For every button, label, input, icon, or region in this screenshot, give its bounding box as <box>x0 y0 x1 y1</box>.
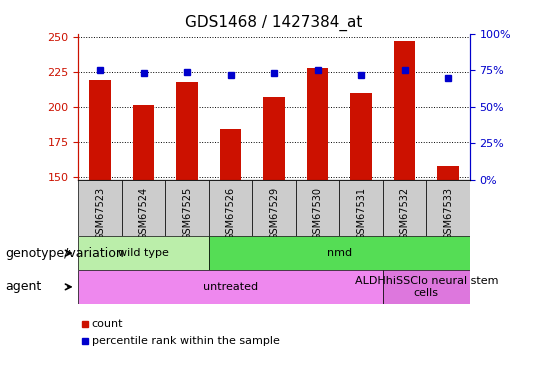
Bar <box>176 82 198 180</box>
Text: GSM67526: GSM67526 <box>226 187 235 240</box>
Bar <box>307 68 328 180</box>
Text: nmd: nmd <box>327 248 352 258</box>
Text: GSM67533: GSM67533 <box>443 187 453 240</box>
Text: GSM67532: GSM67532 <box>400 187 409 240</box>
Text: GSM67529: GSM67529 <box>269 187 279 240</box>
Bar <box>133 105 154 180</box>
Bar <box>426 180 470 236</box>
Text: count: count <box>92 320 123 329</box>
Bar <box>350 93 372 180</box>
Bar <box>263 97 285 180</box>
Bar <box>394 41 415 180</box>
Bar <box>78 270 383 304</box>
Text: GSM67523: GSM67523 <box>95 187 105 240</box>
Title: GDS1468 / 1427384_at: GDS1468 / 1427384_at <box>185 15 363 31</box>
Text: ALDHhiSSClo neural stem
cells: ALDHhiSSClo neural stem cells <box>355 276 498 298</box>
Text: GSM67531: GSM67531 <box>356 187 366 240</box>
Bar <box>78 180 122 236</box>
Bar <box>220 129 241 180</box>
Bar <box>122 180 165 236</box>
Bar <box>89 80 111 180</box>
Bar <box>165 180 209 236</box>
Bar <box>437 166 459 180</box>
Text: GSM67524: GSM67524 <box>139 187 148 240</box>
Bar <box>296 180 339 236</box>
Bar <box>339 180 383 236</box>
Bar <box>252 180 296 236</box>
Text: agent: agent <box>5 280 42 293</box>
Text: wild type: wild type <box>118 248 169 258</box>
Text: percentile rank within the sample: percentile rank within the sample <box>92 336 280 346</box>
Text: untreated: untreated <box>203 282 258 292</box>
Bar <box>383 270 470 304</box>
Text: GSM67530: GSM67530 <box>313 187 322 240</box>
Bar <box>209 180 252 236</box>
Bar <box>383 180 426 236</box>
Bar <box>78 236 209 270</box>
Text: GSM67525: GSM67525 <box>182 187 192 240</box>
Bar <box>209 236 470 270</box>
Text: genotype/variation: genotype/variation <box>5 247 124 259</box>
